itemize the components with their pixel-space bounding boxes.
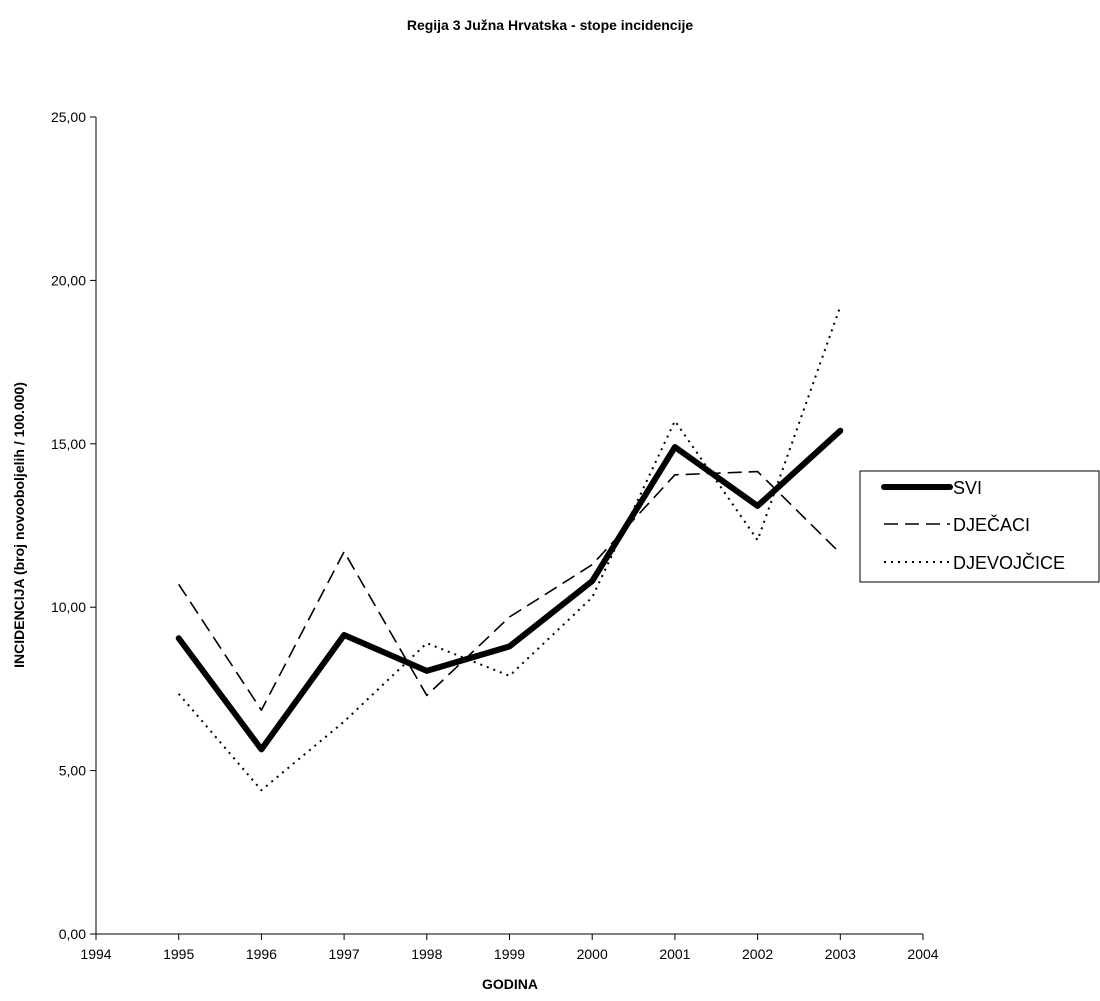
x-axis-title: GODINA: [482, 976, 538, 992]
y-tick-label: 20,00: [51, 272, 86, 288]
series-2-point: [426, 643, 427, 644]
legend-label-1: DJEČACI: [953, 514, 1030, 535]
y-tick-label: 15,00: [51, 436, 86, 452]
x-tick-label: 1996: [246, 946, 277, 962]
y-axis-title: INCIDENCIJA (broj novooboljelih / 100.00…: [11, 382, 27, 668]
plot-area: [95, 117, 923, 935]
chart-title: Regija 3 Južna Hrvatska - stope incidenc…: [407, 17, 694, 33]
series-1-point: [840, 553, 841, 554]
series-line-0: [175, 427, 844, 753]
x-tick-label: 1999: [494, 946, 525, 962]
series-layer: [175, 306, 844, 792]
series-line-2: [177, 306, 842, 792]
x-tick-label: 2004: [907, 946, 938, 962]
x-tick-label: 2000: [577, 946, 608, 962]
x-tick-label: 1995: [163, 946, 194, 962]
y-axis-ticks: 0,00 5,00 10,00 15,00 20,00 25,00: [51, 109, 96, 942]
x-tick-label: 2003: [825, 946, 856, 962]
y-tick-label: 0,00: [59, 926, 86, 942]
y-tick-label: 25,00: [51, 109, 86, 125]
y-tick-label: 5,00: [59, 763, 86, 779]
x-tick-label: 2002: [742, 946, 773, 962]
legend: SVI DJEČACI DJEVOJČICE: [859, 470, 1100, 583]
series-2-point: [674, 420, 675, 421]
series-2-point: [592, 597, 593, 598]
legend-box: [859, 470, 1100, 583]
x-axis-ticks: 1994 1995 1996 1997 1998 1999 2000 2001 2002 2003…: [80, 934, 939, 962]
series-2-point: [840, 306, 841, 307]
x-tick-label: 1998: [411, 946, 442, 962]
y-tick-label: 10,00: [51, 599, 86, 615]
legend-label-2: DJEVOJČICE: [953, 552, 1065, 573]
series-2-point: [344, 721, 345, 722]
x-tick-label: 2001: [659, 946, 690, 962]
legend-label-0: SVI: [953, 478, 982, 498]
series-line-1: [178, 470, 841, 711]
x-tick-label: 1997: [329, 946, 360, 962]
x-tick-label: 1994: [80, 946, 111, 962]
series-2-point: [509, 675, 510, 676]
